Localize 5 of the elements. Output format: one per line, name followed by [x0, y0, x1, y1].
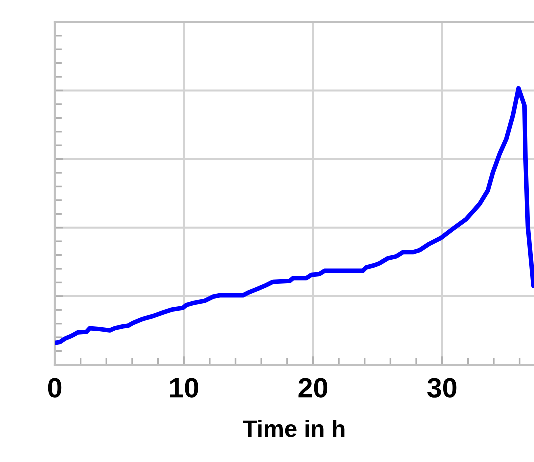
x-tick-label: 30	[428, 378, 457, 398]
x-tick-label: 20	[298, 378, 328, 398]
x-tick-label: 10	[170, 378, 198, 398]
x-axis-title: Time in h	[243, 420, 345, 438]
x-tick-label: 0	[48, 378, 62, 398]
